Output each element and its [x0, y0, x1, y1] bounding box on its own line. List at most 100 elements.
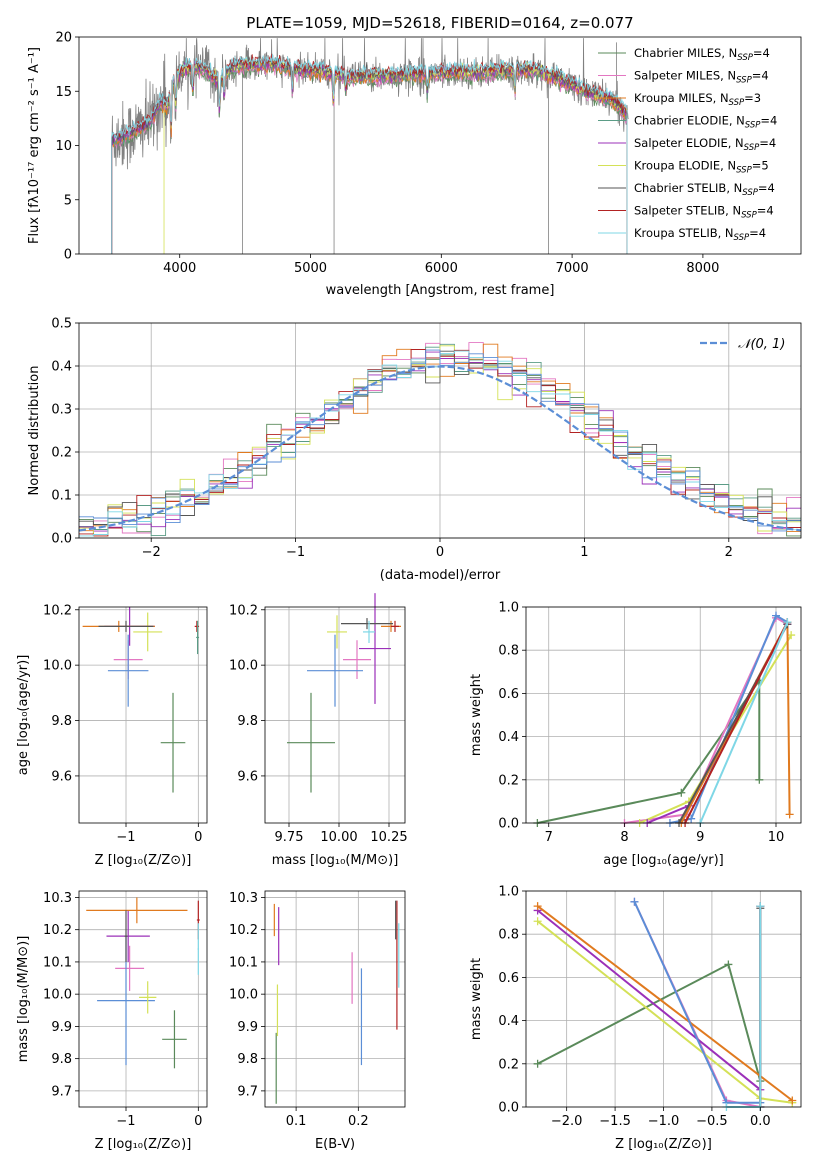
x-axis-label: Z [log₁₀(Z/Z⊙)]	[95, 1137, 192, 1152]
x-tick-label: 10	[768, 830, 785, 845]
legend-suffix: =4	[752, 69, 769, 83]
y-tick-label: 1.0	[498, 885, 519, 900]
mass_vs_ebv-panel: 0.1 0.2 9.7 9.8 9.9 10.0 10.1 10.2 10.3 E(B-V)	[229, 890, 406, 1152]
axes-frame	[78, 890, 208, 1108]
x-tick-label: 7000	[556, 261, 589, 276]
y-tick-label: 9.6	[237, 769, 258, 784]
weight-series-4	[536, 909, 761, 1091]
residual-histogram-10	[79, 349, 801, 532]
errorbar-point-4	[327, 615, 347, 649]
x-tick-label: 10.25	[370, 830, 407, 845]
x-tick-label: 7	[545, 830, 553, 845]
y-tick-label: 0	[64, 248, 72, 263]
errorbar-point-5	[359, 593, 391, 704]
y-tick-label: 9.9	[51, 1020, 72, 1035]
y-tick-label: 10.1	[43, 955, 72, 970]
y-axis-label: Flux [fλ10⁻¹⁷ erg cm⁻² s⁻¹ A⁻¹]	[27, 47, 42, 244]
x-tick-label: −1	[286, 545, 305, 560]
y-tick-label: 9.7	[51, 1084, 72, 1099]
y-tick-label: 10.2	[43, 923, 72, 938]
age_vs_mass-panel: 9.75 10.00 10.25 9.6 9.8 10.0 10.2 mass [log₁₀(…	[229, 593, 408, 868]
weight-series-1	[537, 677, 761, 824]
x-tick-label: 10.00	[320, 830, 357, 845]
x-tick-label: 0	[194, 1114, 202, 1129]
weight-marker	[533, 902, 542, 911]
errorbar-point-8	[194, 620, 200, 632]
weight-marker	[677, 788, 686, 797]
y-tick-label: 0.4	[51, 360, 72, 375]
legend-sub: SSP	[737, 53, 753, 63]
residuals-plot-area	[78, 342, 802, 537]
x-tick-label: 1	[580, 545, 588, 560]
x-axis-label: age [log₁₀(age/yr)]	[603, 853, 724, 868]
model-spectrum-7	[111, 55, 627, 144]
legend-entry: 𝒩(0, 1)	[738, 337, 785, 352]
mass_vs_Z-plot-area	[86, 897, 200, 1069]
y-tick-label: 0.5	[51, 317, 72, 332]
axes-frame	[78, 36, 802, 255]
weight-marker	[533, 917, 542, 926]
y-tick-label: 0.1	[51, 489, 72, 504]
legend-sub: SSP	[729, 98, 745, 108]
legend-sub: SSP	[745, 121, 761, 131]
weight-marker	[755, 775, 764, 784]
y-axis-label: Normed distribution	[27, 366, 42, 496]
errorbar-point-7	[124, 910, 128, 962]
x-tick-label: 5000	[294, 261, 327, 276]
y-tick-label: 0.8	[498, 644, 519, 659]
weight-series-8	[684, 621, 789, 824]
legend-sub: SSP	[736, 76, 752, 86]
x-tick-label: −0.5	[696, 1114, 728, 1129]
y-tick-label: 0.3	[51, 403, 72, 418]
legend-entry: Salpeter STELIB, NSSP=4	[634, 204, 774, 221]
legend-name: Kroupa ELODIE, N	[634, 159, 736, 173]
y-tick-label: 9.8	[237, 1052, 258, 1067]
weight-series-5	[536, 905, 793, 1102]
y-tick-label: 9.8	[51, 1052, 72, 1067]
x-tick-label: 2	[725, 545, 733, 560]
weight-marker	[533, 1059, 542, 1068]
y-tick-label: 20	[55, 31, 72, 46]
y-tick-label: 10.0	[229, 988, 258, 1003]
errorbar-point-7	[341, 618, 393, 630]
errorbar-point-2	[343, 640, 371, 679]
y-axis-label: mass weight	[469, 958, 484, 1040]
axes-frame	[264, 890, 406, 1108]
y-tick-label: 9.8	[237, 714, 258, 729]
legend-name: Salpeter STELIB, N	[634, 204, 741, 218]
y-tick-label: 0.6	[498, 687, 519, 702]
chart-title: PLATE=1059, MJD=52618, FIBERID=0164, z=0…	[246, 14, 633, 32]
spectrum-panel: 4000 5000 6000 7000 8000 0 5 10 15 20 Chabrier MIL…	[27, 14, 802, 298]
x-axis-label: wavelength [Angstrom, rest frame]	[326, 283, 555, 298]
age_vs_Z-plot-area	[82, 607, 200, 793]
x-tick-label: −2	[142, 545, 161, 560]
y-tick-label: 10.2	[229, 923, 258, 938]
weight-series-5	[646, 623, 789, 824]
errorbar-point-4	[139, 981, 157, 1014]
x-tick-label: −1.5	[599, 1114, 631, 1129]
errorbar-point-3	[107, 634, 149, 707]
x-tick-label: −1	[116, 1114, 135, 1129]
errorbar-point-1	[160, 692, 186, 793]
y-tick-label: 9.6	[51, 769, 72, 784]
x-axis-label: E(B-V)	[315, 1137, 355, 1152]
weight-marker	[687, 814, 696, 823]
legend-suffix: =4	[760, 114, 777, 128]
y-tick-label: 0.6	[498, 971, 519, 986]
weight_vs_Z-panel: −2.0 −1.5 −1.0 −0.5 0.0 0.0 0.2 0.4 0.6 0.8 1.0 Z […	[469, 885, 802, 1152]
legend-entry: Chabrier ELODIE, NSSP=4	[634, 114, 777, 131]
model-spectrum-8	[111, 53, 627, 139]
x-axis-label: Z [log₁₀(Z/Z⊙)]	[95, 853, 192, 868]
y-tick-label: 10.3	[229, 891, 258, 906]
weight-marker	[783, 618, 792, 627]
legend-name: Kroupa MILES, N	[634, 91, 729, 105]
age_vs_mass-plot-area	[287, 593, 401, 793]
mass_vs_ebv-plot-area	[273, 900, 400, 1104]
axes-frame	[78, 606, 208, 824]
x-tick-label: 9.75	[275, 830, 304, 845]
weight-marker	[788, 1096, 797, 1105]
weight-marker	[630, 897, 639, 906]
y-tick-label: 0.0	[498, 817, 519, 832]
weight-marker	[724, 960, 733, 969]
x-tick-label: 6000	[425, 261, 458, 276]
